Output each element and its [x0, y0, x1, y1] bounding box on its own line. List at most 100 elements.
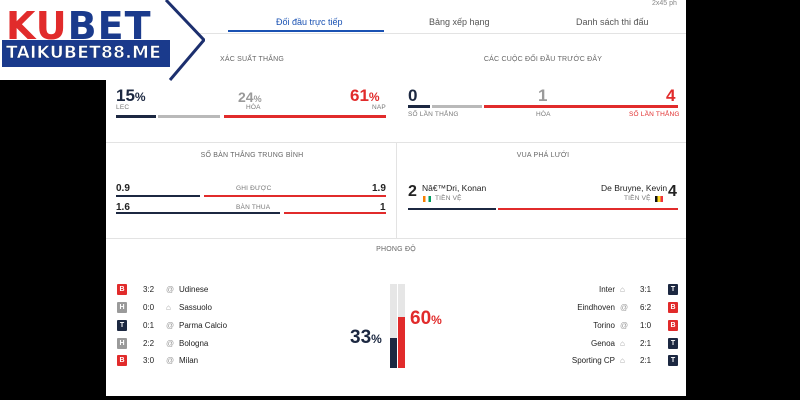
form-opponent[interactable]: Milan: [179, 356, 199, 365]
form-result-badge: B: [668, 320, 678, 331]
top-scorer-away-goals: 4: [668, 183, 677, 200]
form-opponent[interactable]: Torino: [593, 321, 615, 330]
form-score: 0:0: [143, 303, 155, 312]
form-score: 2:1: [640, 339, 652, 348]
home-venue-icon: ⌂: [166, 303, 171, 312]
form-result-badge: B: [117, 284, 127, 295]
avg-conceded-away-bar: [284, 212, 386, 214]
form-opponent[interactable]: Genoa: [590, 339, 615, 348]
form-opponent[interactable]: Sporting CP: [571, 356, 615, 365]
kubet-logo: KUBET TAIKUBET88.ME: [0, 0, 205, 82]
h2h-home-bar: [408, 105, 430, 108]
h2h-home-label: SỐ LẦN THẮNG: [408, 111, 459, 118]
avg-scored-home-bar: [116, 195, 200, 197]
form-score: 0:1: [143, 321, 155, 330]
win-prob-home: 15%: [116, 86, 146, 105]
tab-standings[interactable]: Bảng xếp hạng: [429, 17, 490, 27]
top-scorer-title: VUA PHÁ LƯỚI: [516, 152, 570, 159]
top-scorer-home-bar: [408, 208, 496, 210]
avg-scored-away-bar: [204, 195, 386, 197]
form-result-badge: T: [117, 320, 127, 331]
h2h-draw-bar: [432, 105, 482, 108]
win-prob-away-label: NAP: [372, 104, 386, 111]
win-prob-home-label: LEC: [116, 104, 130, 111]
win-prob-draw: 24%: [238, 89, 262, 105]
form-score: 1:0: [640, 321, 652, 330]
form-result-badge: H: [117, 338, 127, 349]
win-prob-draw-bar: [158, 115, 220, 118]
home-venue-icon: ⌂: [620, 285, 625, 294]
form-result-badge: T: [668, 284, 678, 295]
form-score: 2:1: [640, 356, 652, 365]
form-result-badge: H: [117, 302, 127, 313]
away-venue-icon: @: [166, 356, 175, 365]
top-scorer-home-name[interactable]: Nâ€™Dri, Konan: [422, 183, 487, 193]
form-result-badge: T: [668, 338, 678, 349]
win-prob-away-bar: [224, 115, 386, 118]
belgium-flag-icon: [655, 196, 663, 202]
top-scorer-away-name[interactable]: De Bruyne, Kevin: [601, 183, 668, 193]
form-home-track: [390, 284, 397, 368]
form-home-pct: 33%: [350, 327, 382, 348]
win-prob-home-bar: [116, 115, 156, 118]
form-score: 6:2: [640, 303, 652, 312]
form-opponent[interactable]: Sassuolo: [179, 303, 212, 312]
match-duration-note: 2x45 ph: [652, 0, 677, 7]
avg-conceded-home-bar: [116, 212, 280, 214]
win-prob-away: 61%: [350, 86, 380, 105]
form-opponent[interactable]: Parma Calcio: [179, 321, 228, 330]
h2h-home-wins: 0: [408, 86, 418, 105]
win-prob-title: XÁC SUẤT THẮNG: [220, 56, 284, 63]
h2h-away-bar: [484, 105, 678, 108]
form-result-badge: B: [117, 355, 127, 366]
top-scorer-away-bar: [498, 208, 678, 210]
away-venue-icon: @: [166, 321, 175, 330]
avg-scored-home: 0.9: [116, 183, 130, 194]
h2h-draw-label: HÒA: [536, 111, 551, 118]
home-venue-icon: ⌂: [620, 356, 625, 365]
tab-divider: [106, 33, 686, 34]
tab-fixtures[interactable]: Danh sách thi đấu: [576, 17, 649, 27]
form-away-fill: [398, 317, 405, 368]
avg-scored-away: 1.9: [372, 183, 386, 194]
win-prob-draw-label: HÒA: [246, 104, 261, 111]
form-opponent[interactable]: Bologna: [179, 339, 209, 348]
form-result-badge: B: [668, 302, 678, 313]
avg-conceded-label: BÀN THUA: [236, 204, 271, 211]
away-venue-icon: @: [620, 303, 629, 312]
logo-url: TAIKUBET88.ME: [6, 43, 162, 64]
tab-head-to-head[interactable]: Đối đầu trực tiếp: [276, 17, 343, 27]
form-score: 3:0: [143, 356, 155, 365]
avg-scored-label: GHI ĐƯỢC: [236, 185, 272, 192]
form-title: PHONG ĐỘ: [376, 246, 416, 253]
top-scorer-away-position: TIỀN VỆ: [624, 195, 651, 202]
tab-bar: Đối đầu trực tiếp Bảng xếp hạng Danh sác…: [106, 10, 686, 32]
ivory-coast-flag-icon: [423, 196, 431, 202]
form-result-badge: T: [668, 355, 678, 366]
avg-goals-title: SỐ BÀN THẮNG TRUNG BÌNH: [200, 152, 304, 159]
logo-backdrop-icon: [0, 0, 205, 81]
h2h-draws: 1: [538, 86, 548, 105]
home-venue-icon: ⌂: [620, 339, 625, 348]
away-venue-icon: @: [166, 285, 175, 294]
form-home-fill: [390, 338, 397, 368]
form-opponent[interactable]: Udinese: [179, 285, 209, 294]
active-tab-indicator: [228, 30, 384, 32]
h2h-title: CÁC CUỘC ĐỐI ĐẦU TRƯỚC ĐÂY: [483, 56, 603, 63]
away-venue-icon: @: [620, 321, 629, 330]
form-score: 3:2: [143, 285, 155, 294]
form-score: 2:2: [143, 339, 155, 348]
form-opponent[interactable]: Eindhoven: [577, 303, 615, 312]
h2h-away-wins: 4: [666, 86, 676, 105]
top-scorer-home-position: TIỀN VỆ: [435, 195, 462, 202]
form-score: 3:1: [640, 285, 652, 294]
away-venue-icon: @: [166, 339, 175, 348]
avg-conceded-home: 1.6: [116, 202, 130, 213]
avg-conceded-away: 1: [380, 202, 386, 213]
section-divider-2: [106, 238, 686, 239]
form-opponent[interactable]: Inter: [598, 285, 615, 294]
top-scorer-home-goals: 2: [408, 183, 417, 200]
logo-wordmark: KUBET: [6, 4, 152, 48]
form-away-pct: 60%: [410, 308, 442, 329]
column-divider: [396, 142, 397, 238]
